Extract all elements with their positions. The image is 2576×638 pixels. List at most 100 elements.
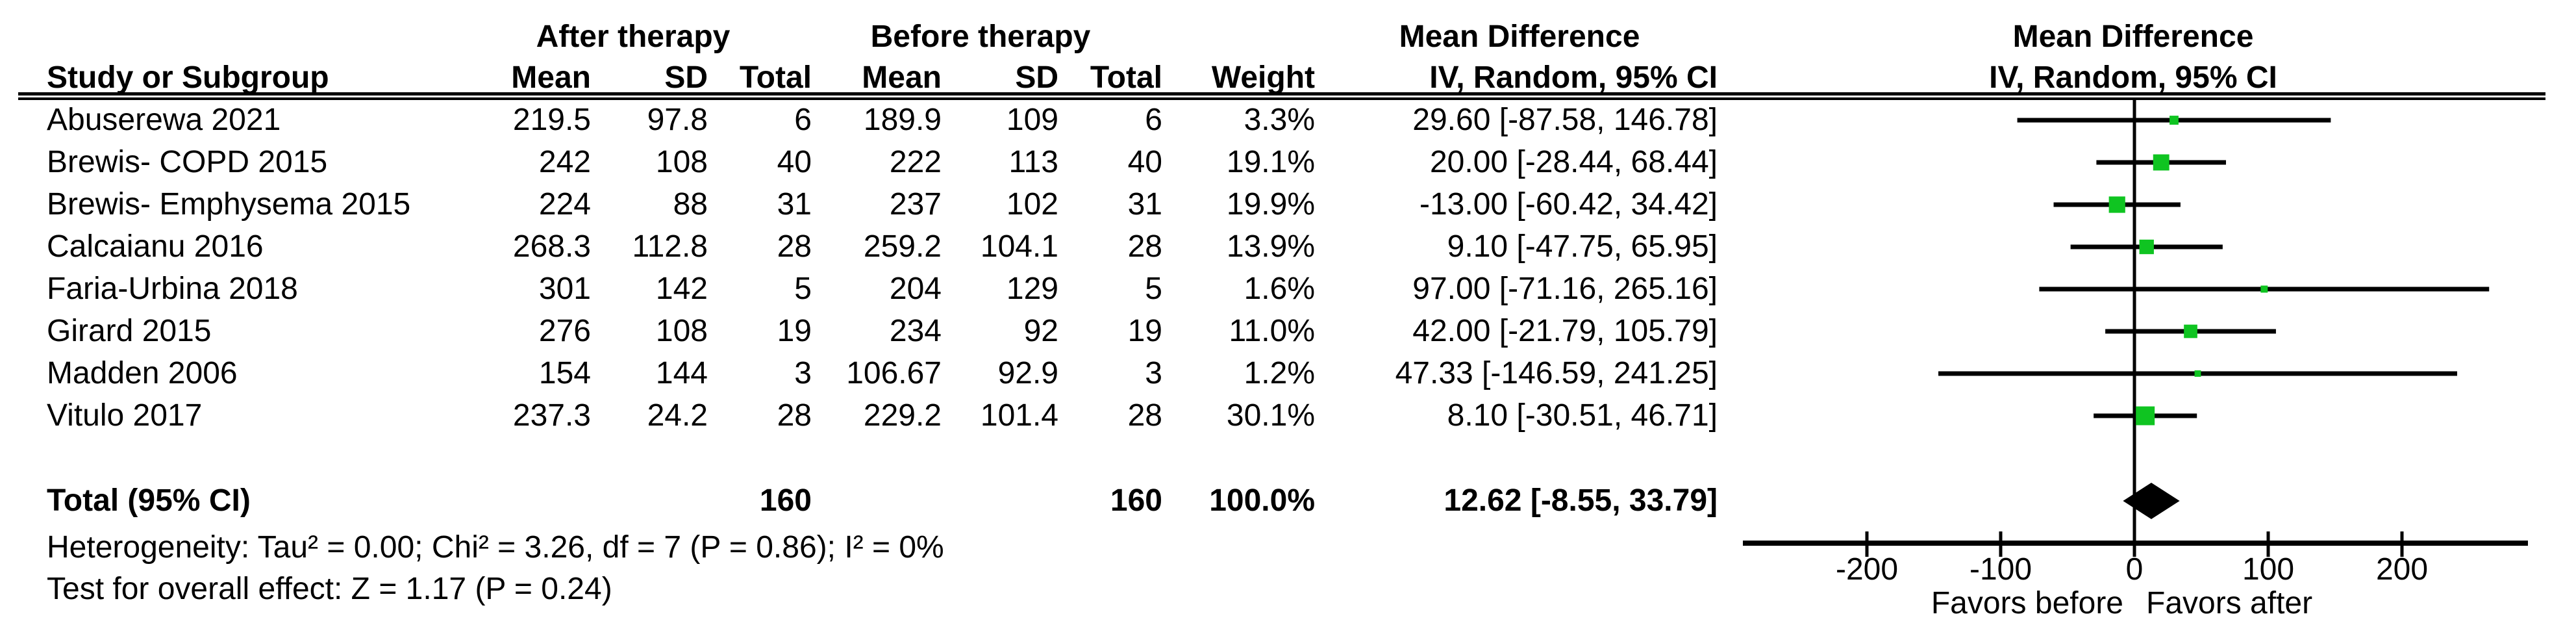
before-mean-cell: 106.67 (846, 356, 942, 390)
col-header-study: Study or Subgroup (47, 60, 329, 95)
after-mean-cell: 224 (538, 187, 591, 222)
ci-text-cell: 8.10 [-30.51, 46.71] (1447, 398, 1718, 433)
before-total-cell: 28 (1127, 398, 1162, 433)
study-name-cell: Vitulo 2017 (47, 398, 203, 433)
weight-cell: 1.2% (1244, 356, 1315, 390)
weight-cell: 13.9% (1226, 229, 1315, 264)
before-mean-cell: 222 (889, 145, 942, 179)
after-sd-cell: 108 (655, 314, 708, 348)
study-name-cell: Calcaianu 2016 (47, 229, 264, 264)
axis-tick-label: 0 (2126, 552, 2144, 587)
study-name-cell: Faria-Urbina 2018 (47, 272, 298, 306)
col-header-before-total: Total (1090, 60, 1162, 95)
ci-text-cell: 47.33 [-146.59, 241.25] (1395, 356, 1718, 390)
axis-tick-label: -100 (1970, 552, 2032, 587)
before-sd-cell: 92 (1023, 314, 1058, 348)
before-sd-cell: 113 (1008, 145, 1058, 179)
before-mean-cell: 259.2 (863, 229, 942, 264)
study-weight-marker (2136, 406, 2155, 426)
study-name-cell: Girard 2015 (47, 314, 212, 348)
study-weight-marker (2108, 196, 2125, 213)
plot-header-method: IV, Random, 95% CI (1989, 60, 2277, 95)
before-sd-cell: 101.4 (980, 398, 1058, 433)
col-group-mean-difference: Mean Difference (1399, 19, 1640, 54)
study-weight-marker (2170, 116, 2179, 125)
before-sd-cell: 104.1 (980, 229, 1058, 264)
before-mean-cell: 229.2 (863, 398, 942, 433)
study-name-cell: Brewis- COPD 2015 (47, 145, 328, 179)
study-weight-marker (2139, 239, 2154, 255)
before-sd-cell: 92.9 (997, 356, 1058, 390)
after-mean-cell: 242 (538, 145, 591, 179)
before-sd-cell: 129 (1006, 272, 1058, 306)
after-total-cell: 3 (794, 356, 812, 390)
after-mean-cell: 154 (538, 356, 591, 390)
after-mean-cell: 219.5 (512, 103, 591, 137)
study-name-cell: Madden 2006 (47, 356, 238, 390)
before-total-cell: 6 (1145, 103, 1162, 137)
header-divider (18, 92, 2545, 100)
ci-text-cell: 42.00 [-21.79, 105.79] (1412, 314, 1718, 348)
ci-text-cell: 97.00 [-71.16, 265.16] (1412, 272, 1718, 306)
after-mean-cell: 237.3 (512, 398, 591, 433)
before-mean-cell: 234 (889, 314, 942, 348)
after-total-cell: 6 (794, 103, 812, 137)
study-weight-marker (2153, 154, 2170, 171)
before-total-cell: 28 (1127, 229, 1162, 264)
after-total-cell: 28 (777, 229, 812, 264)
before-total-cell: 19 (1127, 314, 1162, 348)
col-header-weight: Weight (1211, 60, 1315, 95)
study-name-cell: Abuserewa 2021 (47, 103, 281, 137)
after-total-cell: 28 (777, 398, 812, 433)
ci-text-cell: 20.00 [-28.44, 68.44] (1429, 145, 1718, 179)
favors-after-label: Favors after (2146, 586, 2312, 620)
after-sd-cell: 112.8 (632, 229, 708, 264)
before-sd-cell: 102 (1006, 187, 1058, 222)
weight-cell: 1.6% (1244, 272, 1315, 306)
before-mean-cell: 237 (889, 187, 942, 222)
weight-cell: 19.1% (1226, 145, 1315, 179)
study-name-cell: Brewis- Emphysema 2015 (47, 187, 411, 222)
col-header-before-sd: SD (1015, 60, 1058, 95)
total-ci: 12.62 [-8.55, 33.79] (1444, 483, 1718, 518)
col-header-ci: IV, Random, 95% CI (1429, 60, 1718, 95)
before-sd-cell: 109 (1006, 103, 1058, 137)
before-total-cell: 31 (1127, 187, 1162, 222)
study-weight-marker (2184, 324, 2197, 338)
weight-cell: 3.3% (1244, 103, 1315, 137)
after-mean-cell: 276 (538, 314, 591, 348)
after-sd-cell: 144 (655, 356, 708, 390)
col-header-after-mean: Mean (511, 60, 591, 95)
before-total-cell: 3 (1145, 356, 1162, 390)
after-sd-cell: 108 (655, 145, 708, 179)
axis-tick-label: -200 (1836, 552, 1898, 587)
total-before-total: 160 (1110, 483, 1162, 518)
total-after-total: 160 (759, 483, 812, 518)
col-header-before-mean: Mean (862, 60, 942, 95)
col-header-after-sd: SD (664, 60, 708, 95)
before-total-cell: 40 (1127, 145, 1162, 179)
after-total-cell: 40 (777, 145, 812, 179)
after-total-cell: 5 (794, 272, 812, 306)
forest-plot-canvas: -200 -100 0 100 200 Favors before Favors after (1743, 99, 2528, 620)
heterogeneity-note: Heterogeneity: Tau² = 0.00; Chi² = 3.26,… (47, 530, 944, 565)
before-mean-cell: 189.9 (863, 103, 942, 137)
after-sd-cell: 97.8 (647, 103, 708, 137)
ci-text-cell: 9.10 [-47.75, 65.95] (1447, 229, 1718, 264)
before-mean-cell: 204 (889, 272, 942, 306)
col-header-after-total: Total (739, 60, 812, 95)
weight-cell: 19.9% (1226, 187, 1315, 222)
after-total-cell: 31 (777, 187, 812, 222)
study-weight-marker (2194, 370, 2201, 377)
after-sd-cell: 24.2 (647, 398, 708, 433)
ci-text-cell: 29.60 [-87.58, 146.78] (1412, 103, 1718, 137)
axis-tick-label: 200 (2376, 552, 2428, 587)
after-mean-cell: 301 (538, 272, 591, 306)
total-label: Total (95% CI) (47, 483, 251, 518)
weight-cell: 30.1% (1226, 398, 1315, 433)
total-weight: 100.0% (1209, 483, 1315, 518)
after-total-cell: 19 (777, 314, 812, 348)
overall-effect-note: Test for overall effect: Z = 1.17 (P = 0… (47, 572, 612, 606)
pooled-diamond (2123, 483, 2180, 519)
ci-text-cell: -13.00 [-60.42, 34.42] (1419, 187, 1718, 222)
